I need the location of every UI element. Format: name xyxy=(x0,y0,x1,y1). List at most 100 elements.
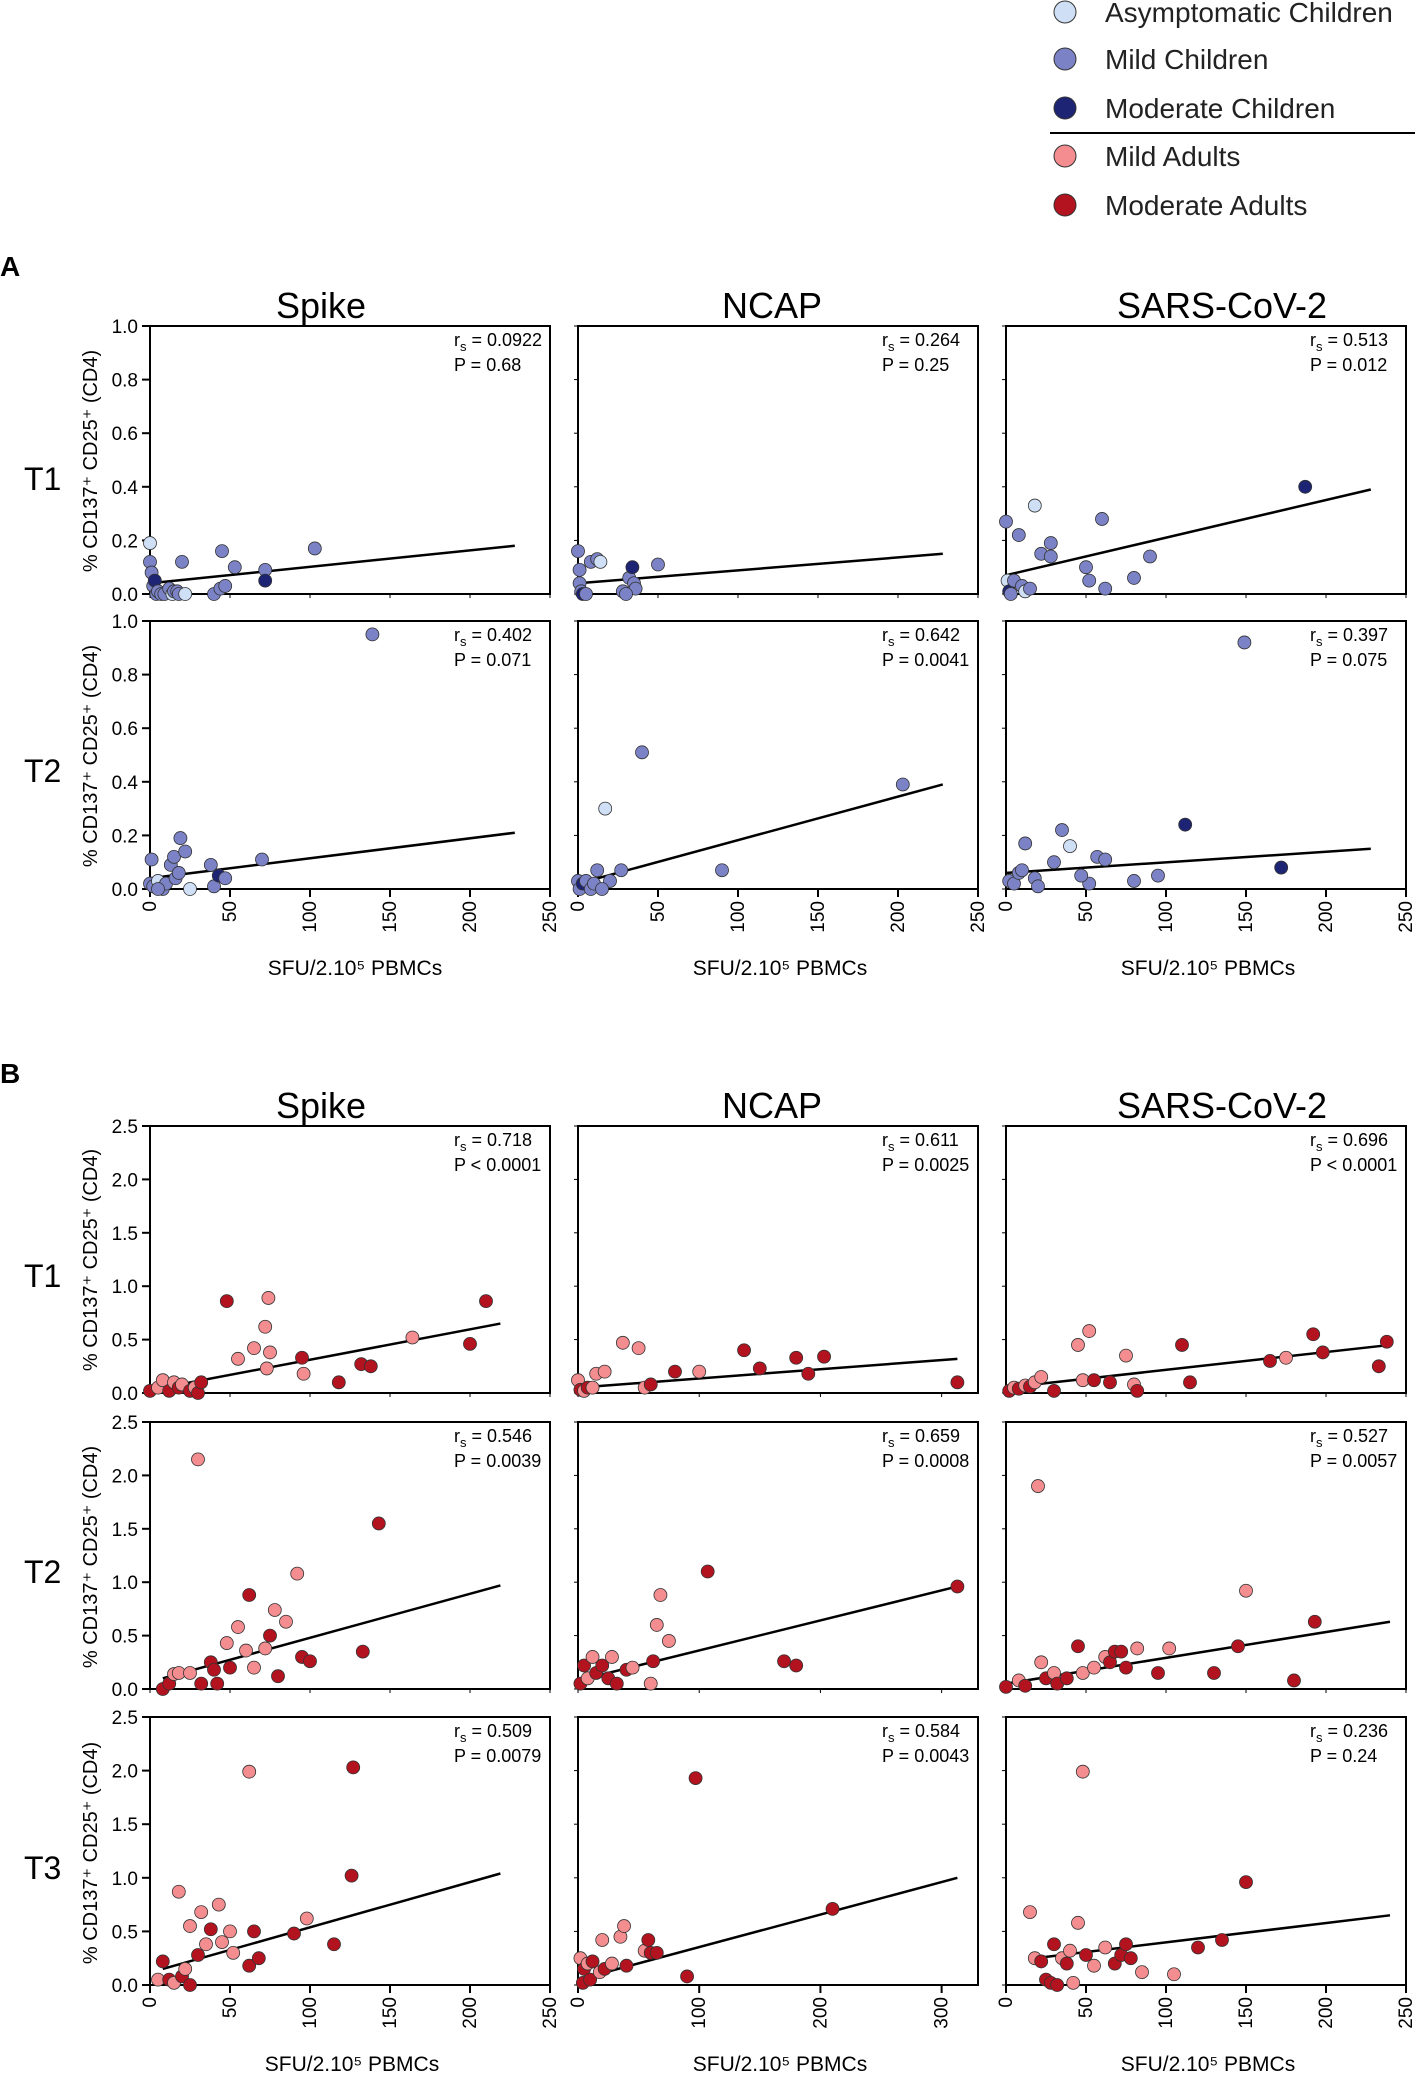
legend-label-moderate-adults: Moderate Adults xyxy=(1105,190,1307,221)
data-point xyxy=(227,560,242,575)
data-point xyxy=(194,1676,209,1691)
data-point xyxy=(1087,1660,1101,1675)
data-point xyxy=(649,1945,664,1960)
data-point xyxy=(183,1978,197,1992)
x-tick-label: 50 xyxy=(220,901,241,922)
data-point xyxy=(572,562,587,577)
data-point xyxy=(635,745,649,760)
panel-a-x-axis-title-spike: SFU/2.10⁵ PBMCs xyxy=(268,957,442,980)
data-point xyxy=(1023,581,1037,596)
data-point xyxy=(590,863,605,878)
data-point xyxy=(255,852,269,867)
data-point xyxy=(1043,536,1058,550)
data-point xyxy=(251,1951,266,1966)
data-point xyxy=(242,1764,257,1779)
p-value: P = 0.0008 xyxy=(882,1451,969,1471)
x-tick-label: 200 xyxy=(1316,901,1337,933)
data-point xyxy=(668,1364,682,1379)
y-tick-label: 1.0 xyxy=(112,317,138,338)
data-point xyxy=(223,1660,237,1675)
spearman-r: rs = 0.611 xyxy=(882,1130,959,1154)
p-value: P = 0.24 xyxy=(1310,1746,1377,1766)
p-value: P = 0.0041 xyxy=(882,650,969,670)
data-point xyxy=(307,541,322,556)
chart-b-t3-spike: 0.0 0.5 1.0 1.5 2.0 2.5 0 50 100 150 200 250 rs = 0.… xyxy=(112,1708,561,2029)
data-point xyxy=(1371,1359,1386,1374)
data-point xyxy=(1031,1479,1045,1493)
data-point xyxy=(1050,1978,1065,1992)
y-tick-label: 1.5 xyxy=(112,1224,138,1245)
data-point xyxy=(215,1935,229,1950)
data-point xyxy=(299,1911,314,1926)
data-point xyxy=(258,1641,273,1656)
data-point xyxy=(1162,1641,1177,1656)
spearman-r: rs = 0.509 xyxy=(454,1721,532,1745)
panel-b-title-spike: Spike xyxy=(276,1085,366,1126)
panel-a-row-label-t2: T2 xyxy=(24,753,61,789)
data-point xyxy=(1151,868,1165,883)
data-point xyxy=(643,1676,658,1691)
data-point xyxy=(242,1588,257,1602)
regression-line xyxy=(162,1322,501,1389)
x-tick-label: 100 xyxy=(689,1997,710,2029)
panel-a-t1-y-axis-title: % CD137⁺ CD25⁺ (CD4) xyxy=(80,350,102,572)
panel-b-title-ncap: NCAP xyxy=(722,1085,822,1126)
x-tick-label: 250 xyxy=(540,901,561,933)
data-point xyxy=(247,1924,261,1939)
data-point xyxy=(144,852,159,867)
data-point xyxy=(267,1603,282,1617)
y-tick-label: 0.0 xyxy=(112,1680,138,1701)
data-point xyxy=(363,1359,378,1374)
y-tick-label: 0.8 xyxy=(112,666,138,687)
data-point xyxy=(1015,863,1029,878)
data-point xyxy=(585,1954,600,1969)
x-tick-label: 200 xyxy=(810,1997,831,2029)
x-tick-label: 0 xyxy=(996,1997,1017,2008)
data-point xyxy=(595,1933,610,1947)
data-point xyxy=(258,1319,273,1334)
data-point xyxy=(1047,1937,1061,1952)
p-value: P = 0.0039 xyxy=(454,1451,541,1471)
data-point xyxy=(1071,1338,1085,1352)
data-point xyxy=(1071,1915,1085,1930)
data-point xyxy=(950,1579,965,1594)
legend-item-moderate-children: Moderate Children xyxy=(1053,93,1335,124)
data-point xyxy=(688,1771,703,1786)
panel-a-title-ncap: NCAP xyxy=(722,285,822,326)
x-tick-label: 150 xyxy=(380,1997,401,2029)
data-point xyxy=(1047,1383,1061,1398)
data-point xyxy=(605,1956,619,1971)
data-point xyxy=(817,1349,831,1364)
data-point xyxy=(585,1650,600,1664)
data-point xyxy=(646,1654,661,1669)
spearman-r: rs = 0.527 xyxy=(1310,1426,1388,1450)
regression-line xyxy=(1005,488,1372,577)
y-tick-label: 0.6 xyxy=(112,719,138,740)
x-tick-label: 250 xyxy=(968,901,989,933)
y-tick-label: 2.5 xyxy=(112,1708,138,1729)
data-point xyxy=(692,1364,707,1379)
data-point xyxy=(1034,1370,1049,1384)
data-point xyxy=(178,1962,193,1976)
p-value: P = 0.0057 xyxy=(1310,1451,1397,1471)
p-value: P = 0.012 xyxy=(1310,355,1387,375)
y-tick-label: 1.0 xyxy=(112,1869,138,1890)
panel-b-t1-y-axis-title: % CD137⁺ CD25⁺ (CD4) xyxy=(80,1149,102,1371)
y-tick-label: 0.5 xyxy=(112,1331,138,1352)
y-tick-label: 1.5 xyxy=(112,1520,138,1541)
data-point xyxy=(1379,1334,1394,1349)
legend-item-moderate-adults: Moderate Adults xyxy=(1053,190,1307,221)
data-point xyxy=(1082,1324,1097,1338)
plot-frame xyxy=(1005,1125,1407,1394)
regression-line xyxy=(577,783,944,885)
data-point xyxy=(263,1628,277,1643)
data-point xyxy=(178,844,193,859)
y-tick-label: 1.0 xyxy=(112,612,138,633)
data-point xyxy=(1095,512,1109,526)
